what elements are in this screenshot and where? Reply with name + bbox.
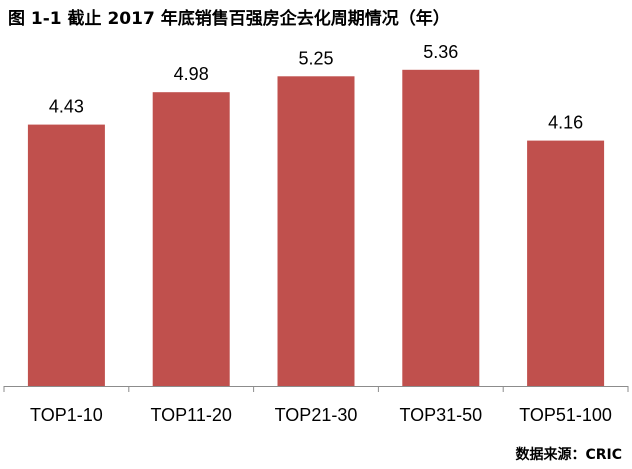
bar-top11-20 — [152, 92, 230, 386]
x-tick-label-top21-30: TOP21-30 — [275, 405, 358, 425]
chart-title: 图 1-1 截止 2017 年底销售百强房企去化周期情况（年） — [8, 9, 450, 29]
data-source-note: 数据来源：CRIC — [515, 447, 622, 463]
x-tick-labels-layer: TOP1-10 TOP11-20 TOP21-30 TOP31-50 TOP51-100 — [30, 405, 612, 425]
bars-layer — [27, 69, 605, 387]
data-label-top21-30: 5.25 — [298, 48, 333, 68]
x-axis-layer — [3, 386, 629, 392]
data-labels-layer: 4.43 4.98 5.25 5.36 4.16 — [49, 42, 583, 133]
x-tick-label-top51-100: TOP51-100 — [519, 405, 612, 425]
x-tick-label-top11-20: TOP11-20 — [151, 405, 232, 425]
bar-top1-10 — [27, 124, 105, 386]
bar-top31-50 — [402, 69, 480, 387]
x-tick-label-top1-10: TOP1-10 — [30, 405, 103, 425]
data-label-top1-10: 4.43 — [49, 97, 84, 117]
x-tick-label-top31-50: TOP31-50 — [399, 405, 482, 425]
bar-top51-100 — [527, 140, 605, 386]
data-label-top31-50: 5.36 — [423, 42, 458, 62]
data-label-top51-100: 4.16 — [548, 113, 583, 133]
data-label-top11-20: 4.98 — [174, 64, 209, 84]
bar-top21-30 — [277, 76, 355, 387]
